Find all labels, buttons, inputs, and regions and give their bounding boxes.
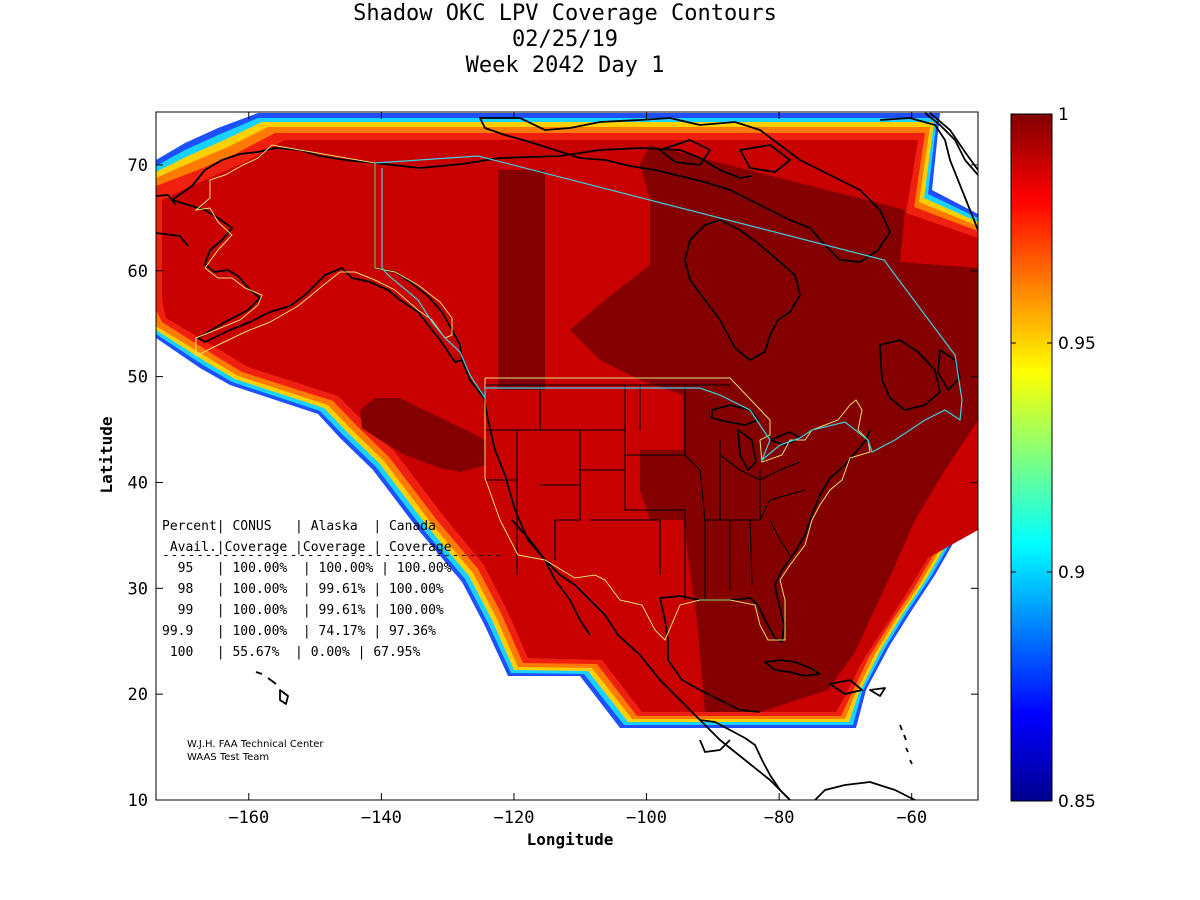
table-rule: ----------------------------------------: [162, 548, 502, 563]
colorbar: [1010, 113, 1053, 802]
y-tick-label: 60: [128, 262, 148, 282]
state-borders: [485, 384, 806, 600]
y-tick-label: 40: [128, 473, 148, 493]
x-axis-label: Longitude: [527, 830, 614, 849]
coverage-table: Percent| CONUS | Alaska | Canada Avail.|…: [162, 519, 502, 660]
x-tick-label: −80: [764, 808, 795, 828]
colorbar-tick-label: 0.85: [1058, 792, 1096, 812]
coverage-core-south: [640, 450, 683, 520]
x-tick-label: −140: [361, 808, 402, 828]
x-tick-label: −100: [626, 808, 667, 828]
colorbar-tick-label: 1: [1058, 105, 1069, 125]
y-axis: 10 20 30 40 50 60 70: [128, 156, 978, 811]
x-tick-label: −120: [493, 808, 534, 828]
y-tick-label: 70: [128, 156, 148, 176]
y-tick-label: 30: [128, 579, 148, 599]
x-tick-label: −160: [228, 808, 269, 828]
x-axis: −160 −140 −120 −100 −80 −60: [228, 112, 927, 828]
table-row: 99.9 | 100.00% | 74.17% | 97.36%: [162, 624, 436, 639]
table-header-1: Percent| CONUS | Alaska | Canada: [162, 519, 436, 534]
y-axis-label: Latitude: [97, 416, 116, 493]
chart-date: 02/25/19: [512, 27, 618, 52]
canada-service-boundary: [374, 155, 963, 461]
table-row: 99 | 100.00% | 99.61% | 100.00%: [162, 603, 444, 618]
y-tick-label: 20: [128, 685, 148, 705]
colorbar-tick-label: 0.9: [1058, 563, 1085, 583]
coastlines: [156, 112, 978, 800]
colorbar-ticks: 1 0.95 0.9 0.85: [1011, 105, 1096, 812]
table-row: 95 | 100.00% | 100.00% | 100.00%: [162, 561, 452, 576]
y-tick-label: 50: [128, 368, 148, 388]
coverage-core-west: [360, 398, 486, 472]
chart-week: Week 2042 Day 1: [465, 53, 665, 78]
credit-line-2: WAAS Test Team: [187, 752, 269, 763]
chart-title: Shadow OKC LPV Coverage Contours: [353, 1, 777, 26]
colorbar-tick-label: 0.95: [1058, 334, 1096, 354]
coverage-core-strip: [498, 170, 545, 390]
table-row: 100 | 55.67% | 0.00% | 67.95%: [162, 645, 420, 660]
x-tick-label: −60: [896, 808, 927, 828]
table-header-2: Avail.|Coverage |Coverage | Coverage: [162, 540, 452, 555]
coverage-core-east: [570, 145, 978, 712]
table-row: 98 | 100.00% | 99.61% | 100.00%: [162, 582, 444, 597]
credit-line-1: W.J.H. FAA Technical Center: [187, 739, 324, 750]
plot-frame: [155, 111, 979, 801]
y-tick-label: 10: [128, 791, 148, 811]
plot-area: Percent| CONUS | Alaska | Canada Avail.|…: [156, 112, 978, 800]
